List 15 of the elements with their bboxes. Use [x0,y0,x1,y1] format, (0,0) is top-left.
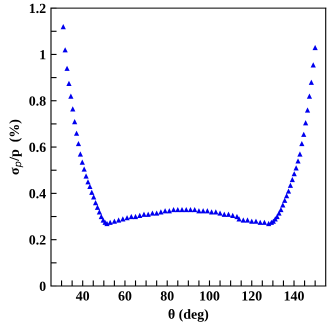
x-tick-label: 120 [242,291,262,301]
x-tick-label: 60 [118,291,132,301]
y-tick-label: 0.6 [29,142,46,152]
x-tick-label: 40 [76,291,90,301]
x-axis-title: θ (deg) [168,309,208,322]
y-tick-label: 1.2 [30,4,46,14]
y-tick-label: 1 [40,50,46,60]
y-tick-label: 0 [40,282,46,291]
y-axis-title: σ$_{p}$/p (%) [9,120,24,175]
x-tick-label: 140 [284,291,304,301]
y-tick-label: 0.8 [29,96,46,106]
y-tick-label: 0.4 [29,188,46,198]
y-tick-label: 0.2 [29,235,46,245]
x-tick-label: 80 [160,291,174,301]
x-tick-label: 100 [200,291,220,301]
